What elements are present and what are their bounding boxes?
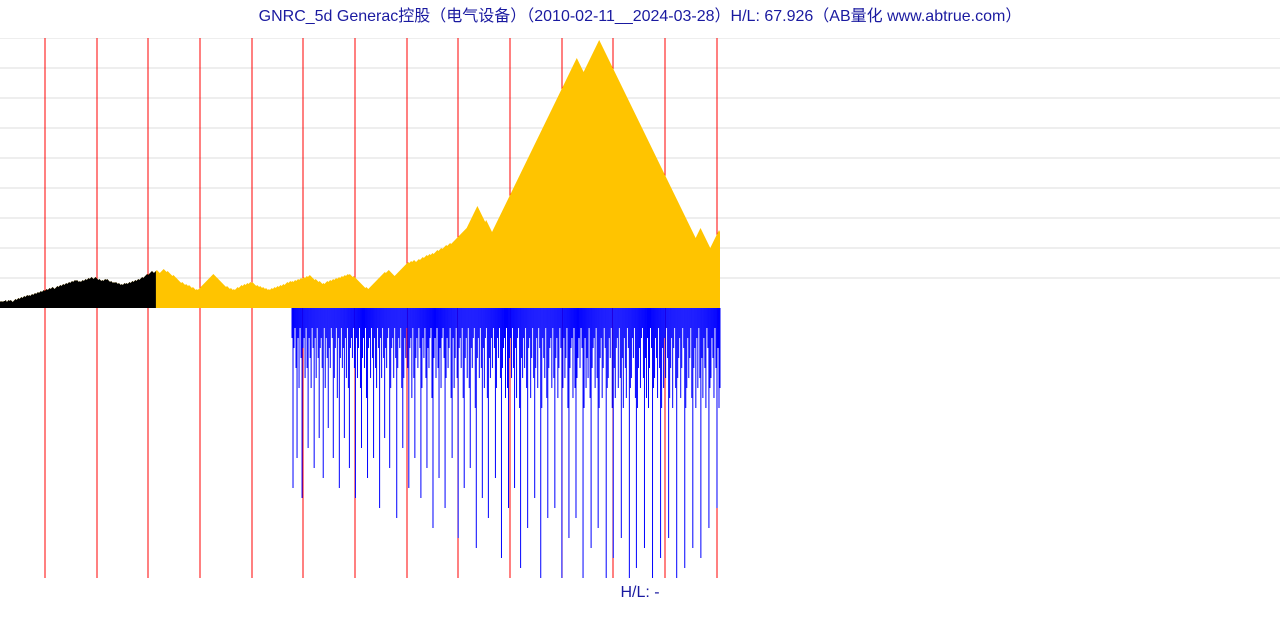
chart-title: GNRC_5d Generac控股（电气设备）（2010-02-11__2024… xyxy=(0,2,1280,26)
price-volume-chart xyxy=(0,38,1280,578)
chart-footer: H/L: - xyxy=(0,584,1280,602)
